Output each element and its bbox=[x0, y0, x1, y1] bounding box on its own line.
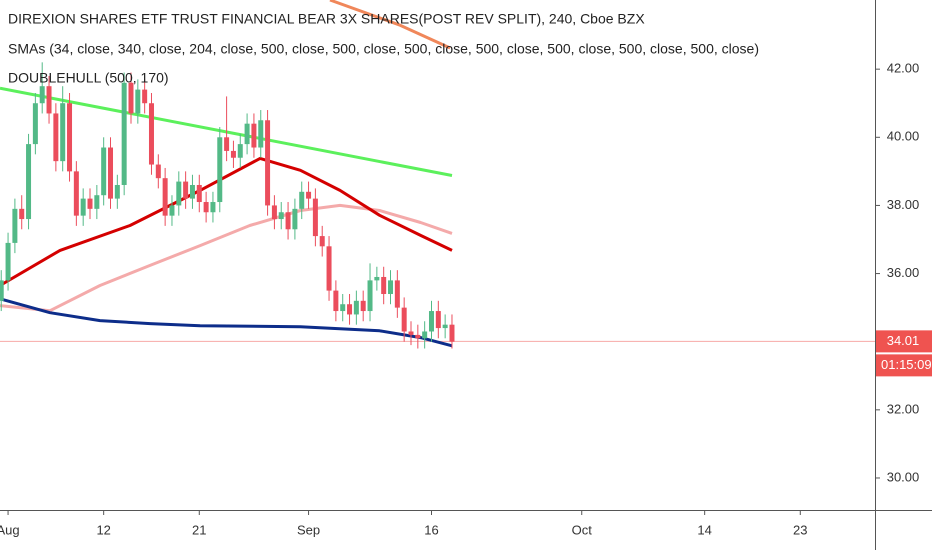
x-tick-label: 23 bbox=[793, 522, 807, 537]
candle-body bbox=[39, 86, 45, 104]
candle-body bbox=[367, 280, 373, 312]
candle-body bbox=[374, 276, 380, 281]
candle-body bbox=[224, 137, 230, 151]
candle-body bbox=[114, 184, 120, 199]
moving-average-line bbox=[329, 0, 451, 50]
candle-body bbox=[415, 334, 421, 339]
candle-body bbox=[428, 311, 434, 332]
candle-body bbox=[278, 212, 284, 220]
candle-body bbox=[155, 164, 161, 179]
candle-body bbox=[12, 208, 18, 243]
x-tick-label: 16 bbox=[424, 522, 438, 537]
candle-body bbox=[94, 195, 100, 209]
candle-body bbox=[108, 147, 114, 199]
candle-body bbox=[169, 205, 175, 216]
candle-body bbox=[32, 103, 38, 145]
candle-body bbox=[210, 202, 216, 213]
candle-body bbox=[333, 290, 339, 312]
candle-body bbox=[230, 150, 236, 158]
indicator-legend: DOUBLEHULL (500, 170) bbox=[8, 70, 169, 86]
candle-body bbox=[251, 123, 257, 148]
sma-legend: SMAs (34, close, 340, close, 204, close,… bbox=[8, 41, 759, 57]
candle-body bbox=[244, 123, 250, 145]
moving-average-line bbox=[0, 86, 453, 177]
x-tick-label: 21 bbox=[192, 522, 206, 537]
candle-body bbox=[401, 307, 407, 332]
candle-body bbox=[176, 181, 182, 206]
candle-body bbox=[306, 191, 312, 199]
candle-body bbox=[394, 280, 400, 308]
moving-average-line bbox=[0, 297, 453, 348]
x-tick-label: 12 bbox=[96, 522, 110, 537]
candle-body bbox=[162, 178, 168, 216]
candle-body bbox=[347, 304, 353, 315]
candle-body bbox=[87, 198, 93, 209]
axes: 30.00 32.00 36.00 38.00 40.00 42.00 Aug 12 21 Sep… bbox=[0, 61, 932, 537]
countdown-box bbox=[876, 354, 932, 377]
candle-body bbox=[80, 198, 86, 216]
candle-body bbox=[60, 103, 66, 162]
candle-body bbox=[237, 144, 243, 158]
candle-body bbox=[128, 82, 134, 114]
candle-body bbox=[148, 103, 154, 165]
last-price-box bbox=[876, 330, 932, 353]
plot-area bbox=[0, 0, 875, 349]
candle-body bbox=[121, 82, 127, 185]
countdown-label: 01:15:09 bbox=[881, 357, 932, 372]
candle-body bbox=[271, 205, 277, 220]
candle-body bbox=[299, 191, 305, 209]
candle-body bbox=[0, 280, 4, 301]
candle-body bbox=[388, 280, 394, 295]
candle-body bbox=[73, 171, 79, 216]
y-tick-label: 36.00 bbox=[887, 265, 920, 280]
candle-body bbox=[217, 137, 223, 203]
candle-body bbox=[381, 276, 387, 295]
candle-body bbox=[285, 212, 291, 230]
x-tick-label: 14 bbox=[697, 522, 711, 537]
candle-body bbox=[422, 331, 428, 339]
candle-body bbox=[435, 311, 441, 329]
x-tick-label: Sep bbox=[297, 522, 320, 537]
x-tick-label: Oct bbox=[572, 522, 593, 537]
candle-body bbox=[292, 208, 298, 230]
candle-body bbox=[326, 246, 332, 291]
candle-body bbox=[19, 208, 25, 220]
candle-body bbox=[340, 304, 346, 312]
y-tick-label: 30.00 bbox=[887, 469, 920, 484]
candle-body bbox=[265, 120, 271, 206]
candle-body bbox=[353, 300, 359, 315]
y-tick-label: 32.00 bbox=[887, 401, 920, 416]
moving-average-line bbox=[0, 203, 453, 313]
y-tick-label: 40.00 bbox=[887, 129, 920, 144]
candle-body bbox=[258, 120, 264, 148]
candle-body bbox=[53, 113, 59, 162]
y-tick-label: 42.00 bbox=[887, 61, 920, 76]
candle-body bbox=[312, 198, 318, 237]
candle-body bbox=[46, 86, 52, 114]
last-price-label: 34.01 bbox=[887, 333, 920, 348]
candle-body bbox=[189, 184, 195, 199]
candle-body bbox=[196, 184, 202, 203]
chart-title: DIREXION SHARES ETF TRUST FINANCIAL BEAR… bbox=[8, 11, 645, 27]
candle-body bbox=[449, 324, 455, 342]
candle-body bbox=[26, 144, 32, 220]
candle-body bbox=[408, 331, 414, 335]
candle-body bbox=[183, 181, 189, 199]
candle-body bbox=[360, 300, 366, 312]
candle-body bbox=[135, 89, 141, 114]
candle-body bbox=[5, 242, 11, 281]
y-tick-label: 38.00 bbox=[887, 197, 920, 212]
candle-body bbox=[101, 147, 107, 196]
candle-body bbox=[203, 202, 209, 213]
candle-body bbox=[319, 236, 325, 247]
candle-body bbox=[442, 324, 448, 329]
x-tick-label: Aug bbox=[0, 522, 20, 537]
candle-body bbox=[142, 89, 148, 104]
candle-body bbox=[67, 103, 73, 172]
moving-average-line bbox=[0, 156, 453, 287]
